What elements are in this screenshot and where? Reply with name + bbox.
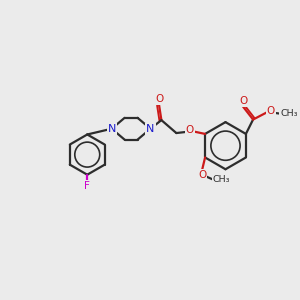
Text: N: N — [146, 124, 155, 134]
Text: O: O — [198, 170, 206, 180]
Text: CH₃: CH₃ — [280, 109, 298, 118]
Text: N: N — [107, 124, 116, 134]
Text: O: O — [186, 125, 194, 135]
Text: F: F — [84, 181, 90, 190]
Text: O: O — [155, 94, 163, 104]
Text: CH₃: CH₃ — [212, 175, 230, 184]
Text: O: O — [239, 96, 247, 106]
Text: O: O — [266, 106, 275, 116]
